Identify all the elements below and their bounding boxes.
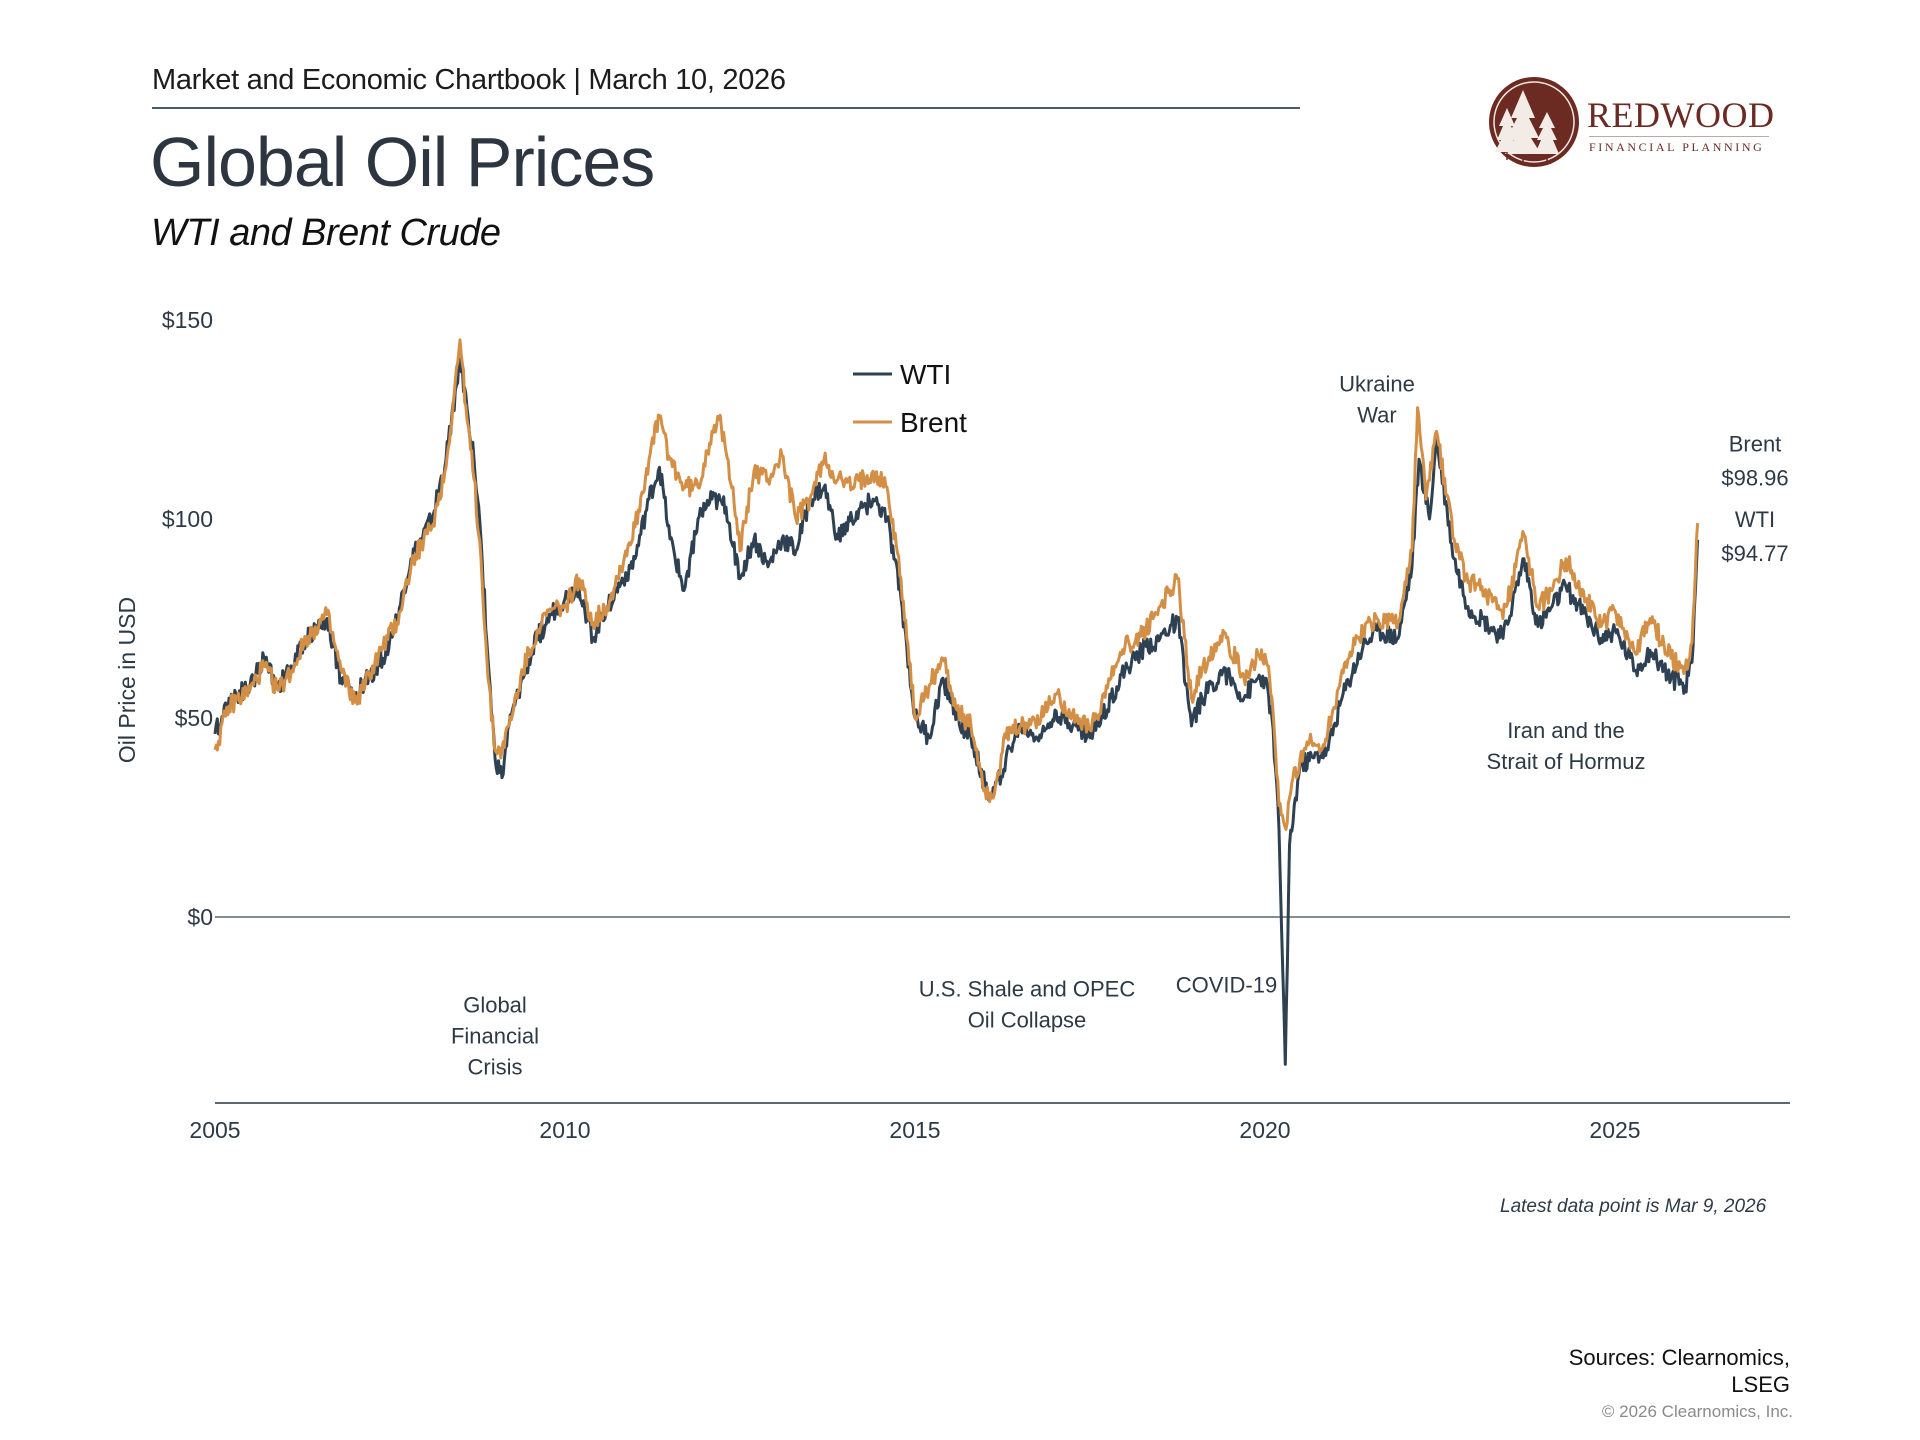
annotation: Global Financial Crisis xyxy=(451,993,539,1080)
sources-note: Sources: Clearnomics, LSEG xyxy=(1569,1344,1790,1398)
annotations-group: Global Financial Crisis U.S. Shale and OPEC… xyxy=(451,372,1645,1080)
legend-label-brent: Brent xyxy=(900,407,967,438)
x-axis-ticks: 2005 2010 2015 2020 2025 xyxy=(189,1117,1640,1143)
x-tick-label: 2020 xyxy=(1239,1117,1290,1143)
tree-emblem-icon xyxy=(1489,77,1579,167)
logo-name: REDWOOD xyxy=(1587,95,1775,135)
sources-line-2: LSEG xyxy=(1731,1372,1790,1397)
copyright-note: © 2026 Clearnomics, Inc. xyxy=(1601,1402,1793,1421)
annotation: COVID-19 xyxy=(1176,973,1277,998)
x-tick-label: 2010 xyxy=(539,1117,590,1143)
y-axis-title: Oil Price in USD xyxy=(114,597,140,763)
series-line-brent xyxy=(213,338,1700,831)
logo-tagline: FINANCIAL PLANNING xyxy=(1589,140,1765,154)
annotation: Ukraine War xyxy=(1339,372,1415,428)
annotation: Iran and the Strait of Hormuz xyxy=(1487,718,1646,774)
y-tick-label: $150 xyxy=(162,307,213,333)
chartbook-header: Market and Economic Chartbook | March 10… xyxy=(152,64,786,96)
y-tick-label: $100 xyxy=(162,506,213,532)
legend-label-wti: WTI xyxy=(900,359,951,390)
end-labels-group: Brent $98.96 WTI $94.77 xyxy=(1721,431,1788,566)
latest-data-note: Latest data point is Mar 9, 2026 xyxy=(1500,1196,1767,1217)
header-divider xyxy=(152,107,1300,109)
annotation: U.S. Shale and OPEC Oil Collapse xyxy=(919,977,1136,1033)
series-group xyxy=(213,338,1700,1066)
sources-line-1: Sources: Clearnomics, xyxy=(1568,1345,1790,1370)
y-axis-ticks: $0 $50 $100 $150 xyxy=(162,307,213,930)
page-subtitle: WTI and Brent Crude xyxy=(151,212,501,254)
end-value-label: Brent $98.96 xyxy=(1721,431,1788,490)
y-tick-label: $50 xyxy=(175,705,213,731)
series-line-wti xyxy=(213,357,1700,1066)
end-value-label: WTI $94.77 xyxy=(1721,507,1788,566)
x-tick-label: 2025 xyxy=(1589,1117,1640,1143)
y-tick-label: $0 xyxy=(187,904,213,930)
page-title: Global Oil Prices xyxy=(150,123,655,201)
x-tick-label: 2005 xyxy=(189,1117,240,1143)
legend: WTI Brent xyxy=(853,359,967,438)
x-tick-label: 2015 xyxy=(889,1117,940,1143)
redwood-logo: REDWOOD FINANCIAL PLANNING xyxy=(1487,74,1777,170)
logo-divider xyxy=(1589,136,1769,137)
